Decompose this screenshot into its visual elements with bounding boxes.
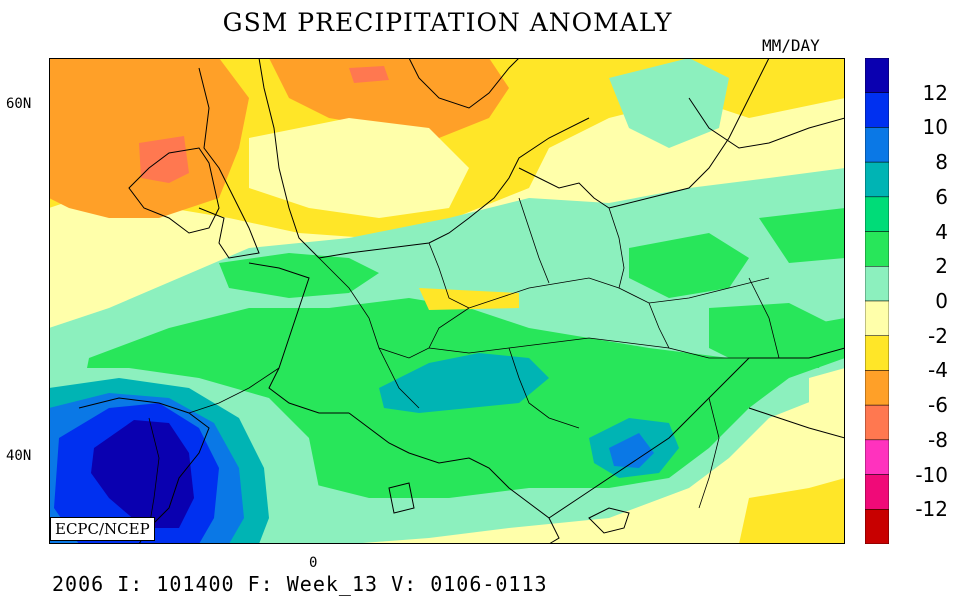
units-label: MM/DAY [762,36,820,55]
colorbar-swatch [865,161,889,198]
field-yellow-north-orange [419,288,519,310]
credit-label: ECPC/NCEP [50,517,155,541]
colorbar-label: 0 [935,289,948,313]
colorbar-swatch [865,196,889,232]
precipitation-map [49,58,845,544]
field-orange-west [49,58,249,218]
field-green-hungary [709,303,839,368]
colorbar-label: -4 [928,358,948,383]
colorbar-swatch [865,266,889,302]
field-lightyellow-south [809,368,845,468]
colorbar-swatch [865,300,889,336]
coastlines [78,58,845,544]
field-blue-italy [609,433,654,468]
colorbar-label: 12 [922,80,948,105]
lon-label-0: 0 [309,555,318,571]
field-salmon-north [349,66,389,83]
field-yellow-southeast [739,478,845,544]
colorbar-swatch [865,509,889,544]
colorbar-label: -12 [915,497,948,522]
map-title: GSM PRECIPITATION ANOMALY [222,8,673,37]
colorbar-label: -6 [928,393,948,418]
field-green-scandinavia [609,58,729,148]
colorbar-swatch [865,439,889,475]
field-green-east [629,233,749,298]
colorbar-swatch [865,370,889,406]
field-green-farright [759,208,845,263]
colorbar-label: 4 [935,219,948,244]
colorbar-label: 6 [935,184,948,209]
colorbar-swatch [865,58,889,93]
colorbar-swatch [865,474,889,510]
footer-info: 2006 I: 101400 F: Week_13 V: 0106-0113 [52,572,548,596]
colorbar-swatch [865,335,889,371]
field-lightyellow-patch [249,118,469,218]
colorbar-label: 2 [935,254,948,279]
colorbar-swatch [865,92,889,128]
field-salmon-west [139,136,189,183]
field-navy-iberia [91,420,194,528]
field-orange-north [269,58,509,138]
field-teal-alps [379,353,549,413]
colorbar-label: -10 [915,462,948,487]
colorbar-label: -8 [928,427,948,452]
colorbar-swatch [865,127,889,163]
colorbar [865,58,889,544]
lat-label-60n: 60N [6,96,32,112]
country-borders [148,197,780,529]
colorbar-swatch [865,404,889,441]
lat-label-40n: 40N [6,448,32,464]
colorbar-swatch [865,231,889,267]
colorbar-label: 8 [935,150,948,175]
colorbar-label: -2 [928,323,948,348]
colorbar-label: 10 [922,115,948,140]
